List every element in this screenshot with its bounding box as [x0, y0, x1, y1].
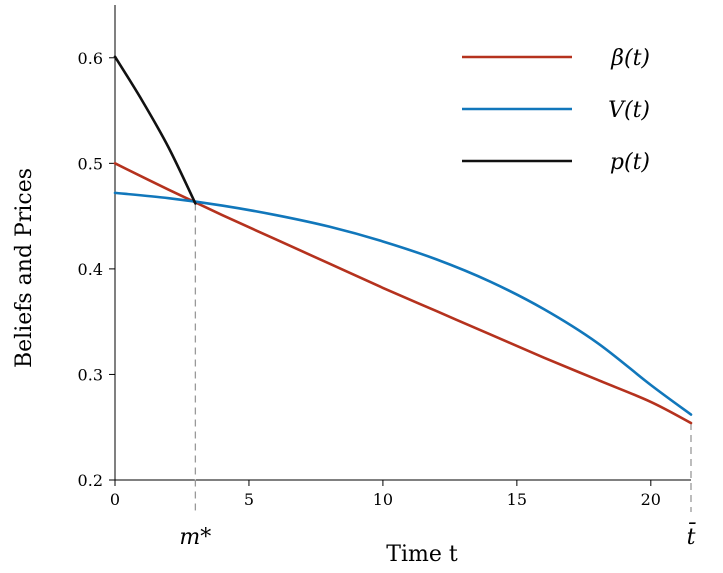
series-line [113, 191, 693, 416]
x-tick-label: 20 [641, 490, 661, 509]
y-tick-label: 0.4 [78, 260, 103, 279]
legend-label: p(t) [610, 150, 650, 175]
y-tick-label: 0.3 [78, 365, 103, 384]
marker-label: m* [179, 525, 211, 550]
x-tick-label: 0 [110, 490, 120, 509]
series-lines [113, 55, 693, 425]
axes: 0 5 10 15 20 0.2 0.3 0.4 0.5 0.6 [78, 5, 691, 509]
legend-label: β(t) [610, 46, 650, 71]
series-line [113, 55, 197, 205]
x-axis-label: Time t [386, 542, 458, 567]
x-tick-label: 5 [244, 490, 254, 509]
legend: β(t) V(t) p(t) [462, 46, 650, 175]
legend-label: V(t) [608, 98, 650, 123]
marker-lines: m* t̄ [179, 203, 696, 550]
marker-label: t̄ [687, 522, 697, 550]
y-tick-label: 0.2 [78, 471, 103, 490]
y-tick-label: 0.5 [78, 154, 103, 173]
x-tick-label: 15 [507, 490, 527, 509]
series-line [113, 162, 693, 425]
x-tick-label: 10 [373, 490, 393, 509]
y-tick-label: 0.6 [78, 49, 103, 68]
y-axis-label: Beliefs and Prices [12, 168, 37, 368]
